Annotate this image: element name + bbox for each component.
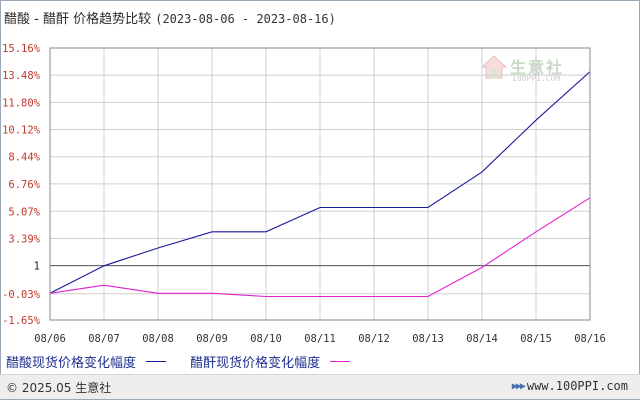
x-tick-label: 08/13 (412, 333, 444, 345)
grid-lines (49, 47, 591, 321)
legend-item-acetic-acid: 醋酸现货价格变化幅度 (6, 352, 167, 371)
x-tick-label: 08/15 (520, 333, 552, 345)
date-range: (2023-08-06 - 2023-08-16) (155, 12, 336, 26)
legend-swatch-acetic-anhydride (330, 361, 351, 362)
y-tick-label: 13.48% (2, 70, 41, 82)
y-tick-label: -1.65% (2, 315, 41, 327)
y-tick-label: -0.03% (2, 289, 41, 301)
x-tick-label: 08/09 (196, 333, 228, 345)
legend: 醋酸现货价格变化幅度 醋酐现货价格变化幅度 (6, 352, 370, 371)
y-tick-label: 10.12% (2, 125, 41, 137)
x-tick-label: 08/10 (250, 333, 282, 345)
x-tick-label: 08/12 (358, 333, 390, 345)
chart-title: 醋酸 - 醋酐 价格趋势比较 (2023-08-06 - 2023-08-16) (4, 8, 336, 27)
line-chart: 15.16% 13.48% 11.80% 10.12% 8.44% 6.76% 5.07% 3… (2, 43, 606, 345)
y-tick-label: 8.44% (8, 152, 40, 164)
x-tick-label: 08/14 (466, 333, 498, 345)
y-tick-label: 15.16% (2, 43, 41, 55)
x-tick-label: 08/06 (34, 333, 66, 345)
legend-label-acetic-acid: 醋酸现货价格变化幅度 (6, 356, 137, 371)
x-tick-label: 08/08 (142, 333, 174, 345)
plot-border (49, 47, 591, 321)
title-text: 醋酸 - 醋酐 价格趋势比较 (4, 12, 152, 27)
y-tick-label: 1 (34, 261, 40, 273)
chevrons-icon: ▶▶▶ (511, 380, 526, 392)
legend-swatch-acetic-acid (146, 361, 167, 362)
y-tick-label: 5.07% (8, 206, 40, 218)
legend-label-acetic-anhydride: 醋酐现货价格变化幅度 (190, 356, 321, 371)
legend-item-acetic-anhydride: 醋酐现货价格变化幅度 (190, 352, 351, 371)
series-line-acetic-anhydride (49, 197, 591, 298)
footer-bar: © 2025.05 生意社 ▶▶▶ www.100PPI.com (0, 374, 640, 399)
series-lines (49, 71, 591, 298)
y-axis-labels: 15.16% 13.48% 11.80% 10.12% 8.44% 6.76% 5.07% 3… (2, 43, 41, 327)
x-tick-label: 08/16 (574, 333, 606, 345)
footer-copyright: © 2025.05 生意社 (6, 381, 112, 395)
series-line-acetic-acid (49, 71, 591, 294)
y-tick-label: 6.76% (8, 179, 40, 191)
footer-url[interactable]: www.100PPI.com (526, 379, 628, 393)
x-tick-label: 08/11 (304, 333, 336, 345)
house-logo-icon (480, 55, 508, 79)
y-tick-label: 3.39% (8, 233, 40, 245)
x-axis-labels: 08/06 08/07 08/08 08/09 08/10 08/11 08/12 08/13… (34, 333, 606, 345)
x-tick-label: 08/07 (88, 333, 120, 345)
footer-link[interactable]: ▶▶▶ www.100PPI.com (512, 379, 628, 393)
y-tick-label: 11.80% (2, 97, 41, 109)
